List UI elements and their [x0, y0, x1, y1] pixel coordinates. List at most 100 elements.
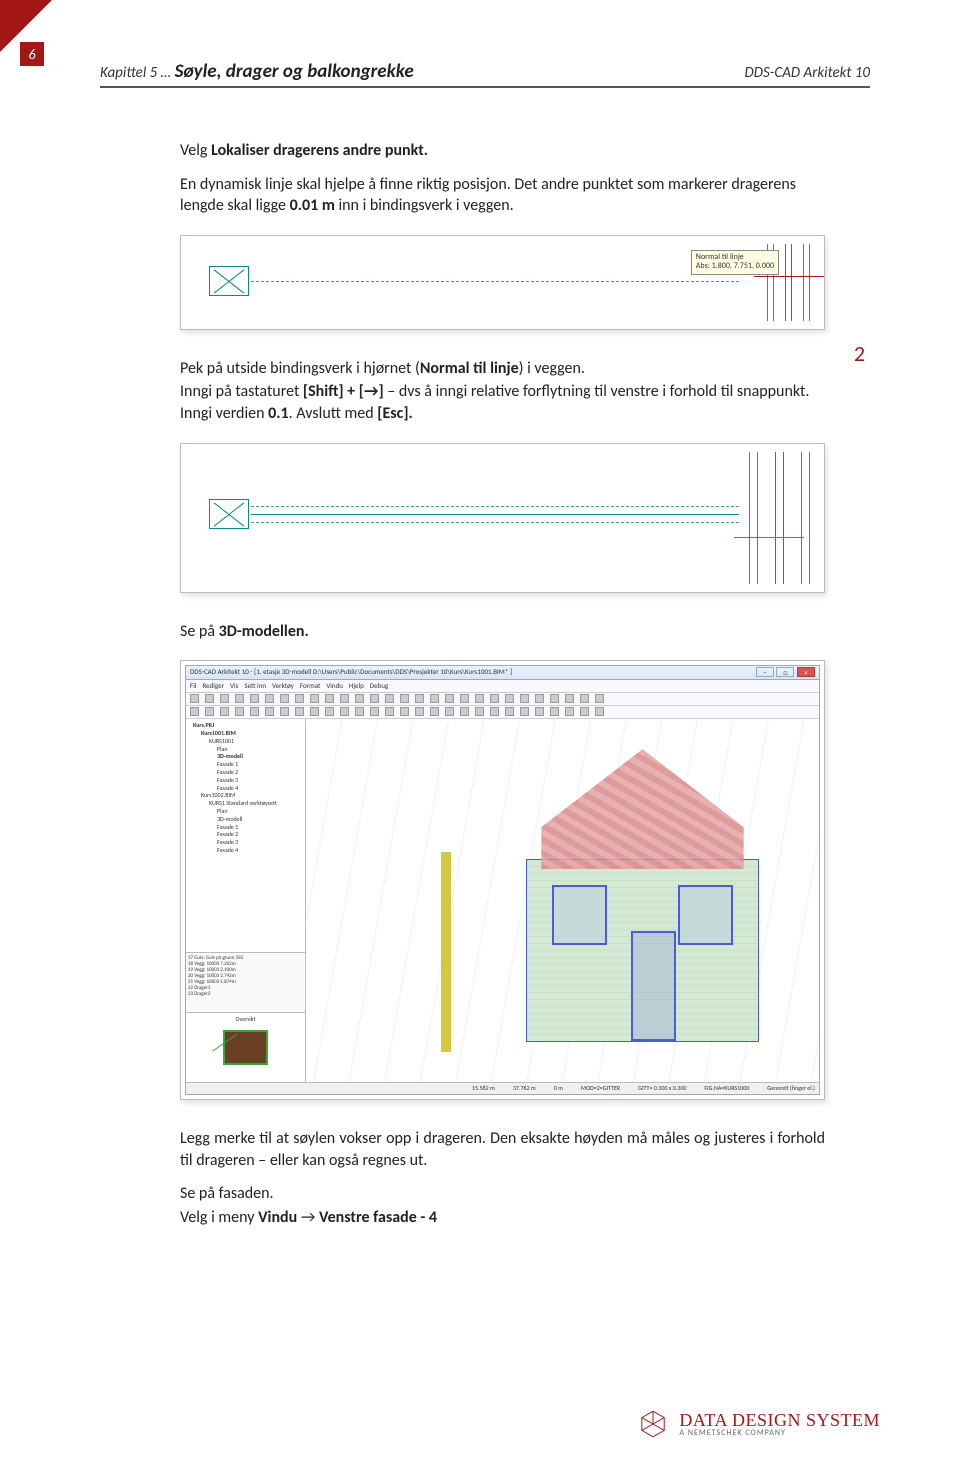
toolbar-button[interactable]	[250, 694, 259, 703]
toolbar-button[interactable]	[595, 707, 604, 716]
overview-label: Oversikt	[235, 1015, 255, 1023]
toolbar-button[interactable]	[565, 694, 574, 703]
toolbar-button[interactable]	[340, 694, 349, 703]
status-cell: Generelt (finger el.)	[767, 1084, 815, 1093]
toolbar-button[interactable]	[310, 694, 319, 703]
toolbar-button[interactable]	[445, 707, 454, 716]
toolbar-button[interactable]	[325, 694, 334, 703]
minimize-button[interactable]: –	[756, 667, 774, 677]
toolbar-button[interactable]	[505, 707, 514, 716]
tree-item[interactable]: Fasade 4	[189, 847, 302, 855]
toolbar-button[interactable]	[265, 694, 274, 703]
toolbar-button[interactable]	[430, 694, 439, 703]
figure-3-screenshot: DDS-CAD Arkitekt 10 - [1. etasje 3D-mode…	[180, 660, 825, 1100]
toolbar-button[interactable]	[190, 707, 199, 716]
toolbar-button[interactable]	[460, 694, 469, 703]
window-3d	[552, 885, 607, 945]
toolbar-button[interactable]	[565, 707, 574, 716]
tree-item[interactable]: Fasade 1	[189, 824, 302, 832]
menu-item[interactable]: Fil	[190, 681, 196, 691]
tree-item[interactable]: Fasade 1	[189, 761, 302, 769]
toolbar-button[interactable]	[400, 694, 409, 703]
tree-item[interactable]: Plan	[189, 808, 302, 816]
menu-item[interactable]: Format	[300, 681, 320, 691]
toolbar-button[interactable]	[370, 707, 379, 716]
toolbar-button[interactable]	[445, 694, 454, 703]
toolbar-button[interactable]	[535, 694, 544, 703]
toolbar-button[interactable]	[580, 694, 589, 703]
viewport-3d[interactable]	[306, 719, 819, 1082]
toolbar-button[interactable]	[460, 707, 469, 716]
close-button[interactable]: ×	[797, 667, 815, 677]
logo-cube-icon	[637, 1408, 669, 1440]
tree-item[interactable]: Kurs1001.BIM	[189, 730, 302, 738]
maximize-button[interactable]: □	[776, 667, 794, 677]
menu-item[interactable]: Hjelp	[349, 681, 364, 691]
toolbar-button[interactable]	[220, 707, 229, 716]
toolbar-button[interactable]	[400, 707, 409, 716]
toolbar-button[interactable]	[580, 707, 589, 716]
menu-item[interactable]: Vis	[230, 681, 238, 691]
toolbar-button[interactable]	[520, 694, 529, 703]
toolbar-button[interactable]	[190, 694, 199, 703]
text: Velg i meny	[180, 1208, 258, 1227]
window-title: DDS-CAD Arkitekt 10 - [1. etasje 3D-mode…	[190, 667, 512, 678]
content-area: Velg Lokaliser dragerens andre punkt. En…	[180, 140, 825, 1241]
toolbar-button[interactable]	[280, 707, 289, 716]
toolbar-button[interactable]	[385, 707, 394, 716]
text: ) i veggen.	[519, 359, 585, 378]
roof-3d	[516, 749, 769, 869]
menu-item[interactable]: Rediger	[202, 681, 224, 691]
toolbar-button[interactable]	[385, 694, 394, 703]
tree-item[interactable]: 3D-modell	[189, 753, 302, 761]
toolbar-button[interactable]	[595, 694, 604, 703]
toolbar-button[interactable]	[250, 707, 259, 716]
preview-panel: Oversikt	[186, 1012, 305, 1082]
menu-item[interactable]: Vindu	[326, 681, 343, 691]
toolbar-button[interactable]	[355, 707, 364, 716]
tree-item[interactable]: KURS1001	[189, 738, 302, 746]
toolbar-button[interactable]	[520, 707, 529, 716]
bold-text: Venstre fasade - 4	[319, 1208, 437, 1227]
toolbar-button[interactable]	[475, 707, 484, 716]
toolbar-button[interactable]	[505, 694, 514, 703]
toolbar-button[interactable]	[340, 707, 349, 716]
toolbar-button[interactable]	[325, 707, 334, 716]
toolbar-button[interactable]	[550, 694, 559, 703]
project-tree[interactable]: Kurs.PRJKurs1001.BIMKURS1001Plan3D-model…	[186, 719, 305, 952]
tree-item[interactable]: Fasade 3	[189, 839, 302, 847]
toolbar-button[interactable]	[220, 694, 229, 703]
toolbar-button[interactable]	[490, 707, 499, 716]
toolbar-button[interactable]	[490, 694, 499, 703]
toolbar-button[interactable]	[235, 707, 244, 716]
toolbar-button[interactable]	[235, 694, 244, 703]
tree-item[interactable]: Fasade 3	[189, 777, 302, 785]
tree-item[interactable]: KURS1 Standard verktøysett	[189, 800, 302, 808]
solid-line	[251, 514, 739, 515]
toolbar-button[interactable]	[205, 694, 214, 703]
toolbar-button[interactable]	[280, 694, 289, 703]
toolbar-button[interactable]	[295, 694, 304, 703]
page-header: Kapittel 5 … Søyle, drager og balkongrek…	[100, 60, 870, 88]
tree-item[interactable]: Plan	[189, 746, 302, 754]
toolbar-button[interactable]	[265, 707, 274, 716]
toolbar-button[interactable]	[295, 707, 304, 716]
toolbar-button[interactable]	[310, 707, 319, 716]
menu-item[interactable]: Debug	[370, 681, 388, 691]
info-panel: 17 Gulv: Gulv på grunn 35018 Vegg: 10003…	[186, 952, 305, 1012]
menu-item[interactable]: Verktøy	[272, 681, 294, 691]
toolbar-button[interactable]	[370, 694, 379, 703]
bold-text: [Shift] + [→]	[303, 382, 384, 401]
menu-item[interactable]: Sett inn	[244, 681, 266, 691]
toolbar-button[interactable]	[550, 707, 559, 716]
toolbar-button[interactable]	[205, 707, 214, 716]
tree-item[interactable]: Fasade 2	[189, 769, 302, 777]
toolbar-button[interactable]	[535, 707, 544, 716]
toolbar-button[interactable]	[355, 694, 364, 703]
tree-item[interactable]: 3D-modell	[189, 816, 302, 824]
toolbar-button[interactable]	[430, 707, 439, 716]
tree-item[interactable]: Fasade 2	[189, 831, 302, 839]
toolbar-button[interactable]	[415, 694, 424, 703]
toolbar-button[interactable]	[475, 694, 484, 703]
toolbar-button[interactable]	[415, 707, 424, 716]
